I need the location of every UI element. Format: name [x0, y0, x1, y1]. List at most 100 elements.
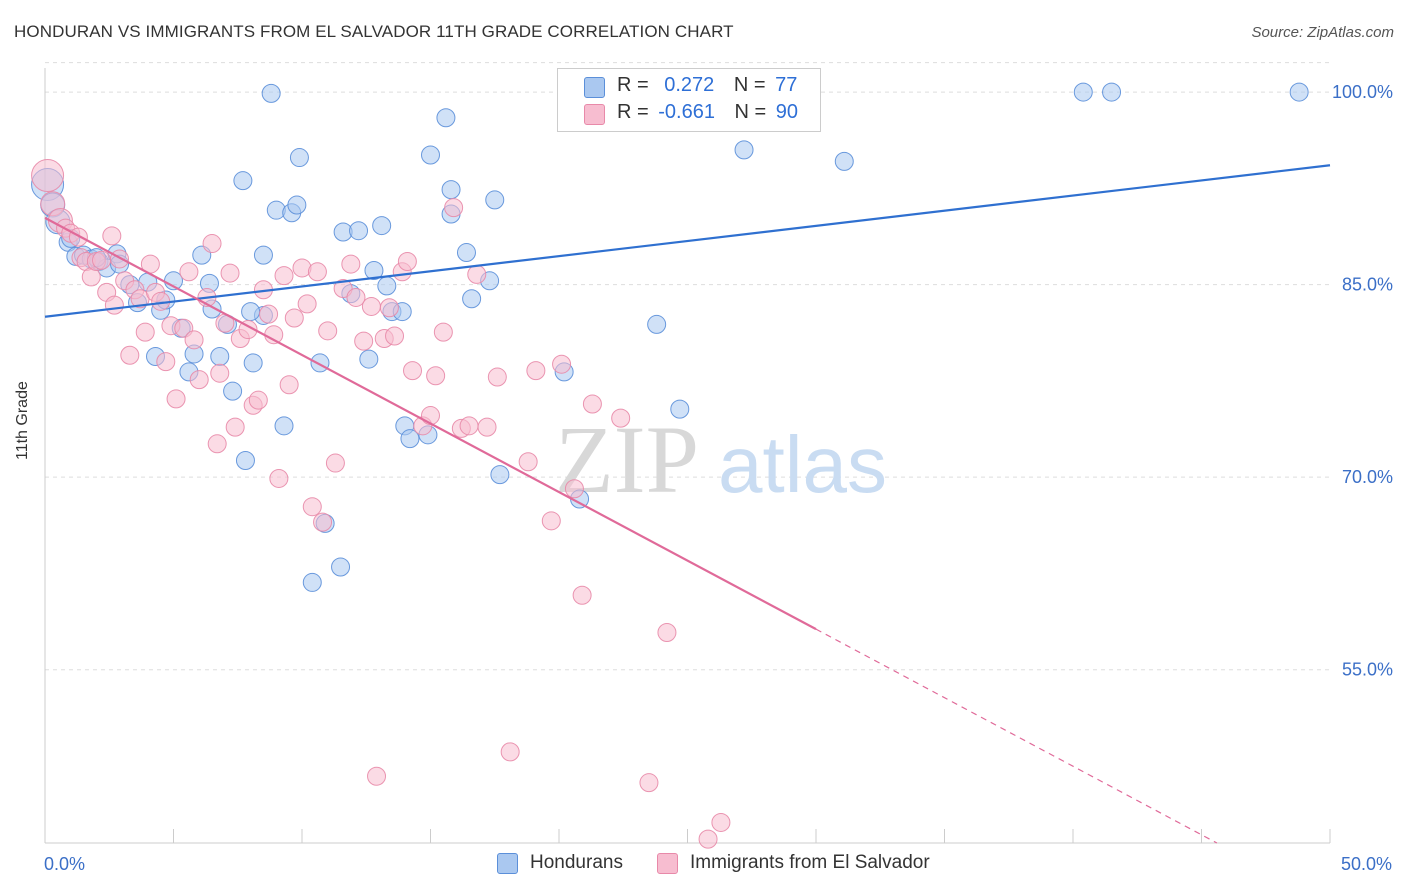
el-salvador-point — [403, 361, 423, 381]
honduran-point — [261, 83, 281, 103]
honduran-point — [1073, 82, 1093, 102]
el-salvador-point — [120, 345, 140, 365]
y-tick-label: 55.0% — [1342, 660, 1393, 680]
honduran-point — [289, 148, 309, 168]
el-salvador-point — [582, 394, 602, 414]
el-salvador-point — [346, 287, 366, 307]
honduran-point — [670, 399, 690, 419]
el-salvador-point — [68, 227, 88, 247]
el-salvador-point — [572, 585, 592, 605]
honduran-point — [210, 347, 230, 367]
honduran-point — [253, 245, 273, 265]
el-salvador-point — [354, 331, 374, 351]
honduran-point — [1289, 82, 1309, 102]
el-salvador-point — [477, 417, 497, 437]
el-salvador-point — [135, 322, 155, 342]
y-tick-label: 85.0% — [1342, 275, 1393, 295]
legend-swatch-hondurans — [584, 77, 605, 98]
honduran-point — [490, 465, 510, 485]
legend-n-label: N = — [733, 74, 766, 96]
honduran-point — [834, 151, 854, 171]
el-salvador-point — [31, 159, 65, 193]
el-salvador-point — [259, 304, 279, 324]
legend-label-el-salvador: Immigrants from El Salvador — [690, 852, 930, 873]
honduran-point — [462, 289, 482, 309]
el-salvador-point — [564, 479, 584, 499]
y-tick-label: 100.0% — [1332, 82, 1393, 102]
honduran-point — [421, 145, 440, 165]
honduran-point — [243, 353, 263, 373]
el-salvador-point — [518, 452, 538, 472]
el-salvador-point — [210, 363, 230, 383]
el-salvador-point — [313, 512, 333, 532]
el-salvador-point — [225, 417, 245, 437]
trend-line-el-salvador — [44, 216, 817, 631]
el-salvador-point — [711, 812, 731, 832]
honduran-point — [364, 261, 384, 281]
el-salvador-point — [385, 326, 405, 346]
el-salvador-point — [156, 352, 176, 372]
chart-title: HONDURAN VS IMMIGRANTS FROM EL SALVADOR … — [14, 22, 734, 41]
source-label: Source: ZipAtlas.com — [1251, 24, 1394, 41]
el-salvador-point — [379, 298, 399, 318]
honduran-point — [372, 216, 392, 236]
el-salvador-point — [698, 829, 718, 849]
y-axis-title: 11th Grade — [14, 381, 31, 460]
el-salvador-point — [611, 408, 631, 428]
el-salvador-point — [552, 354, 572, 374]
el-salvador-point — [307, 262, 327, 282]
legend-n-value: 77 — [775, 74, 798, 96]
el-salvador-point — [102, 226, 122, 246]
legend-r-label: R = — [617, 74, 649, 96]
honduran-point — [349, 221, 369, 241]
tick-labels: 55.0% 70.0% 85.0% 100.0% 0.0% 50.0% — [44, 82, 1393, 874]
el-salvador-point — [318, 321, 338, 341]
honduran-point — [734, 140, 754, 160]
honduran-point — [456, 243, 476, 263]
el-salvador-point — [500, 742, 520, 762]
el-salvador-point — [207, 434, 227, 454]
el-salvador-point — [179, 262, 199, 282]
honduran-point — [235, 450, 255, 470]
honduran-point — [1102, 82, 1122, 102]
el-salvador-point — [361, 296, 381, 316]
legend-r-value: 0.272 — [664, 74, 715, 96]
el-salvador-point — [487, 367, 507, 387]
points-layer — [31, 82, 1309, 849]
el-salvador-point — [657, 622, 677, 642]
el-salvador-point — [341, 254, 361, 274]
el-salvador-point — [459, 416, 479, 436]
el-salvador-point — [248, 390, 268, 410]
el-salvador-point — [220, 263, 240, 283]
el-salvador-point — [92, 250, 112, 270]
el-salvador-point — [444, 198, 464, 218]
honduran-point — [441, 180, 461, 200]
legend-label-hondurans: Hondurans — [530, 852, 623, 873]
legend-swatch-hondurans — [497, 853, 518, 874]
honduran-point — [436, 108, 456, 128]
el-salvador-point — [639, 773, 659, 793]
el-salvador-point — [279, 375, 299, 395]
honduran-point — [241, 302, 261, 322]
gridlines — [45, 62, 1330, 671]
el-salvador-point — [166, 389, 186, 409]
x-tick-label: 0.0% — [44, 854, 85, 874]
y-tick-label: 70.0% — [1342, 467, 1393, 487]
el-salvador-point — [274, 266, 294, 286]
el-salvador-point — [367, 766, 387, 786]
trend-line-hondurans — [44, 164, 1331, 318]
x-tick-label: 50.0% — [1341, 854, 1392, 874]
el-salvador-point — [426, 366, 446, 386]
legend-n-value: 90 — [775, 101, 799, 123]
el-salvador-point — [467, 264, 487, 284]
honduran-point — [485, 190, 505, 210]
honduran-point — [233, 171, 253, 191]
honduran-point — [287, 195, 307, 215]
trend-lines — [44, 164, 1331, 844]
trend-line-el-salvador-extension — [815, 628, 1218, 844]
honduran-point — [647, 314, 667, 334]
honduran-point — [331, 557, 351, 577]
legend-swatch-el-salvador — [657, 853, 678, 874]
honduran-point — [377, 276, 397, 296]
